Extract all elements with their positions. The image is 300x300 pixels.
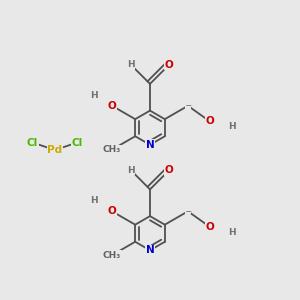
Text: —: — (185, 103, 191, 108)
Text: CH₃: CH₃ (103, 145, 121, 154)
Text: —: — (185, 209, 191, 214)
Text: Pd: Pd (47, 145, 62, 155)
Text: H: H (228, 228, 236, 237)
Text: Cl: Cl (27, 138, 38, 148)
Text: O: O (108, 101, 116, 111)
Text: CH₃: CH₃ (103, 250, 121, 260)
Text: H: H (90, 91, 97, 100)
Text: H: H (90, 196, 97, 205)
Text: O: O (206, 222, 214, 232)
Text: N: N (146, 245, 154, 255)
Text: H: H (127, 166, 135, 175)
Text: O: O (164, 166, 173, 176)
Text: O: O (164, 60, 173, 70)
Text: H: H (127, 61, 135, 70)
Text: H: H (228, 122, 236, 131)
Text: O: O (108, 206, 116, 216)
Text: Cl: Cl (72, 138, 83, 148)
Text: O: O (206, 116, 214, 126)
Text: N: N (146, 140, 154, 150)
